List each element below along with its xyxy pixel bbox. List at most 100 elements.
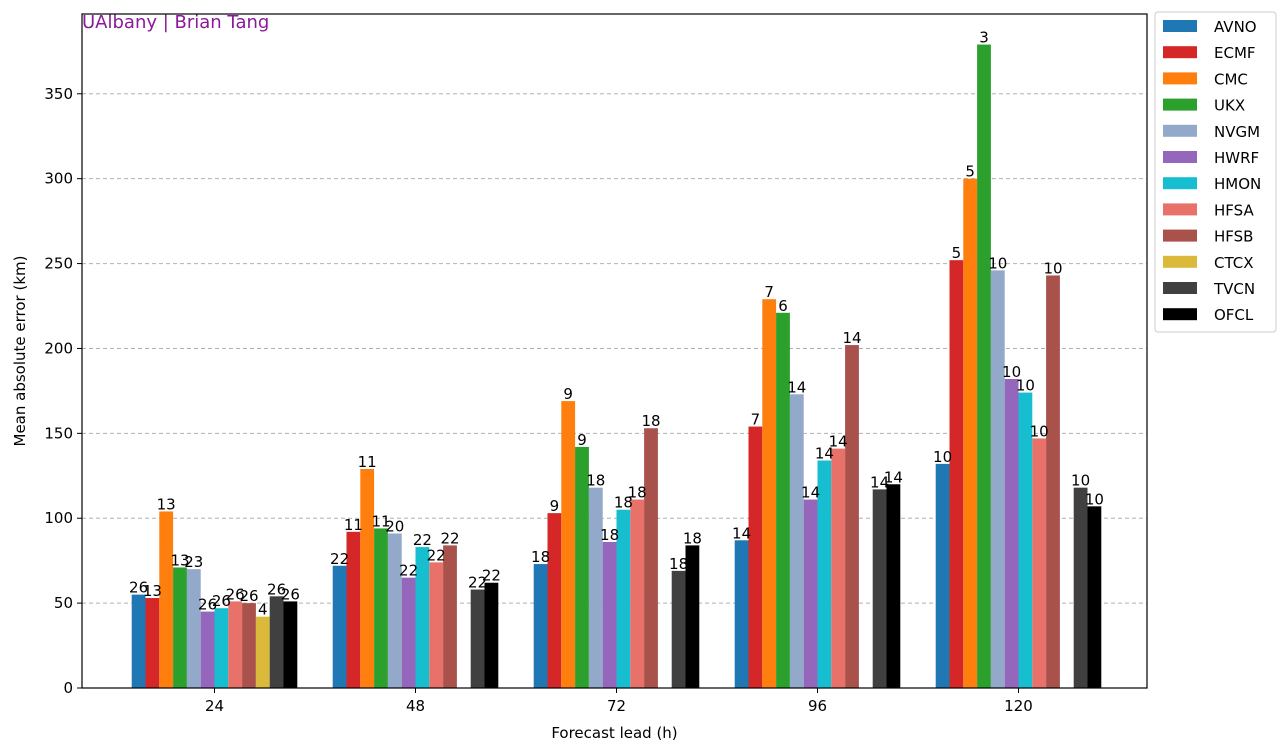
bar-count-label: 10 [1002, 363, 1021, 381]
legend-label-ctcx: CTCX [1214, 254, 1254, 272]
y-tick-label: 300 [44, 170, 73, 188]
bar-count-label: 9 [577, 431, 587, 449]
bar-ecmf-48 [346, 531, 361, 688]
bar-tvcn-96 [872, 489, 887, 688]
bar-count-label: 14 [815, 445, 834, 463]
bar-count-label: 18 [614, 494, 633, 512]
legend-swatch-hmon [1163, 177, 1197, 190]
bar-count-label: 18 [669, 555, 688, 573]
x-tick-label: 24 [205, 697, 224, 715]
bar-count-label: 26 [226, 585, 245, 603]
bar-ofcl-48 [484, 582, 499, 688]
bar-hfsa-120 [1032, 438, 1047, 688]
bar-hfsb-24 [242, 603, 256, 688]
bar-ecmf-120 [949, 260, 964, 688]
y-tick-label: 50 [54, 594, 73, 612]
bar-count-label: 22 [399, 562, 418, 580]
bar-count-label: 18 [600, 526, 619, 544]
legend-label-ecmf: ECMF [1214, 44, 1256, 62]
bar-count-label: 10 [1085, 490, 1104, 508]
bar-count-label: 14 [801, 484, 820, 502]
bar-count-label: 5 [965, 163, 975, 181]
bar-count-label: 5 [952, 244, 962, 262]
bar-count-label: 9 [550, 497, 560, 515]
legend-swatch-hfsb [1163, 229, 1197, 242]
bar-count-label: 11 [358, 453, 377, 471]
legend-swatch-tvcn [1163, 282, 1197, 294]
bar-ctcx-24 [255, 616, 270, 688]
legend-frame [1154, 11, 1277, 333]
legend-label-cmc: CMC [1214, 70, 1248, 88]
bar-count-label: 20 [385, 518, 404, 536]
legend-label-nvgm: NVGM [1214, 123, 1260, 141]
bar-hfsb-120 [1046, 275, 1060, 688]
bar-hmon-120 [1018, 392, 1033, 688]
bar-hfsa-48 [429, 562, 444, 688]
bar-ukx-96 [776, 312, 790, 688]
bar-count-label: 14 [884, 468, 903, 486]
legend-label-tvcn: TVCN [1213, 280, 1255, 298]
bar-ecmf-72 [547, 513, 562, 688]
legend-swatch-ofcl [1163, 308, 1197, 321]
bar-hfsb-72 [644, 428, 658, 688]
legend-label-ofcl: OFCL [1214, 306, 1254, 324]
legend-label-avno: AVNO [1214, 18, 1257, 36]
x-tick-label: 48 [406, 697, 425, 715]
legend-swatch-avno [1163, 20, 1197, 32]
bar-count-labels: 2613131323262626264262622111111202222222… [129, 29, 1104, 619]
y-axis: 0 50 100 150 200 250 300 350 [44, 85, 82, 697]
bar-hfsb-96 [845, 345, 859, 688]
bar-nvgm-24 [186, 569, 201, 688]
bar-tvcn-24 [269, 596, 284, 688]
bar-count-label: 10 [1030, 422, 1049, 440]
bar-ofcl-72 [685, 545, 700, 688]
bar-count-label: 23 [184, 553, 203, 571]
bar-tvcn-48 [470, 589, 485, 688]
bar-ukx-48 [374, 528, 388, 688]
bar-avno-120 [935, 463, 950, 688]
legend-swatch-nvgm [1163, 124, 1197, 137]
bar-hwrf-24 [200, 611, 215, 688]
bar-ofcl-24 [283, 601, 298, 688]
bar-count-label: 10 [1043, 259, 1062, 277]
bar-count-label: 9 [563, 385, 573, 403]
grid-lines [82, 93, 1147, 604]
y-axis-label: Mean absolute error (km) [11, 256, 29, 447]
legend-swatch-ukx [1163, 98, 1197, 111]
bar-ukx-72 [575, 446, 589, 688]
bar-hfsa-96 [831, 448, 846, 688]
bar-count-label: 18 [628, 484, 647, 502]
plot-frame [81, 13, 1148, 689]
bar-tvcn-72 [671, 570, 686, 688]
x-tick-label: 96 [808, 697, 827, 715]
bar-avno-24 [131, 594, 146, 688]
bar-count-label: 7 [751, 411, 761, 429]
bar-avno-48 [332, 565, 347, 688]
y-tick-label: 100 [44, 509, 73, 527]
bar-count-label: 13 [157, 495, 176, 513]
y-tick-label: 350 [44, 85, 73, 103]
bar-nvgm-48 [387, 533, 402, 688]
bar-nvgm-120 [990, 270, 1005, 688]
bar-count-label: 10 [1016, 377, 1035, 395]
bar-hmon-48 [415, 547, 430, 688]
bar-hfsb-48 [443, 545, 457, 688]
legend-label-hfsa: HFSA [1214, 201, 1254, 219]
legend: AVNO ECMF CMC UKX NVGM HWRF HMON HFSA HFSB CTCX TV… [1154, 11, 1277, 333]
bar-nvgm-72 [588, 487, 603, 688]
bar-ukx-120 [977, 44, 991, 688]
bar-count-label: 7 [764, 283, 774, 301]
y-tick-label: 150 [44, 424, 73, 442]
bar-hwrf-120 [1004, 379, 1019, 688]
x-tick-label: 72 [607, 697, 626, 715]
bar-count-label: 26 [267, 580, 286, 598]
legend-label-hmon: HMON [1214, 175, 1261, 193]
legend-swatch-hfsa [1163, 203, 1197, 216]
bar-hwrf-48 [401, 577, 416, 688]
bar-count-label: 26 [129, 579, 148, 597]
bar-count-label: 26 [198, 596, 217, 614]
legend-swatch-ctcx [1163, 255, 1197, 268]
bar-count-label: 13 [170, 551, 189, 569]
bar-count-label: 26 [281, 585, 300, 603]
